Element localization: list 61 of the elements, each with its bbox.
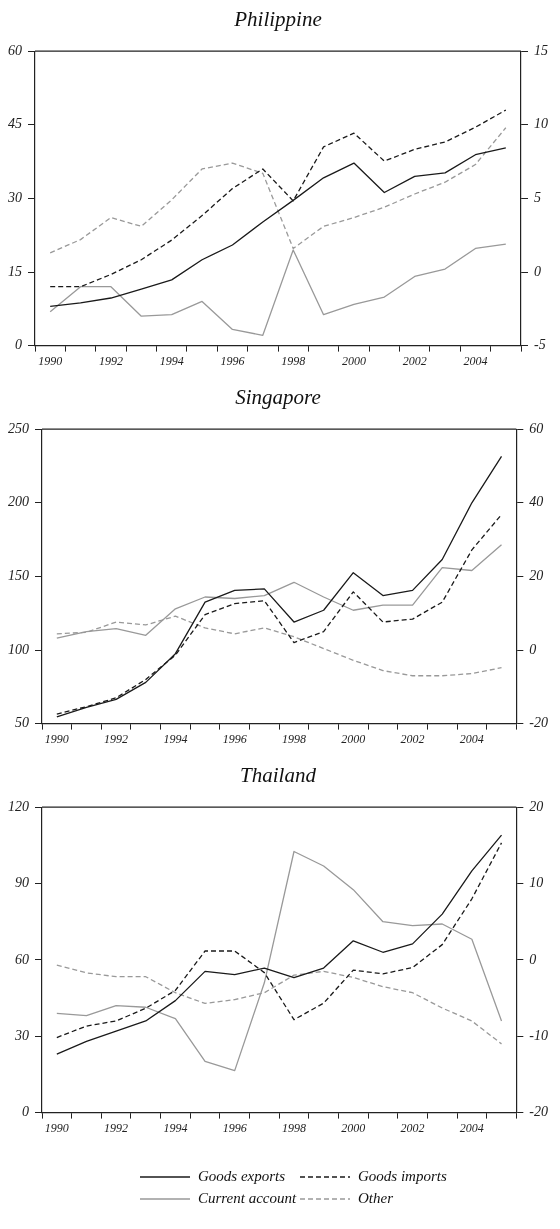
legend-label: Goods exports (198, 1167, 286, 1184)
y-tick-label: 0 (15, 337, 22, 353)
x-tick-label: 2000 (341, 1120, 366, 1135)
y-tick-label: 15 (8, 263, 22, 279)
y2-tick-label: 0 (529, 951, 537, 967)
y-tick-label: 200 (8, 494, 29, 510)
y2-tick-label: 5 (534, 190, 541, 206)
x-tick-label: 1992 (104, 1120, 129, 1135)
chart-title: Thailand (240, 763, 317, 788)
y2-tick-label: -20 (529, 1104, 549, 1120)
y2-tick-label: -5 (534, 337, 546, 353)
x-tick-label: 1990 (44, 1120, 69, 1135)
y-tick-label: 120 (8, 798, 29, 814)
chart-title: Singapore (235, 385, 321, 410)
y-tick-label: 30 (14, 1027, 29, 1043)
chart-title: Philippine (233, 7, 322, 32)
y-tick-label: 0 (22, 1104, 29, 1120)
x-tick-label: 2002 (400, 1120, 425, 1135)
legend-label: Current account (198, 1189, 298, 1206)
y2-tick-label: 0 (529, 641, 537, 657)
legend-label: Goods imports (358, 1167, 447, 1184)
legend-label: Other (358, 1189, 394, 1206)
y2-tick-label: 10 (529, 875, 544, 891)
y-tick-label: 250 (8, 420, 29, 436)
y2-tick-label: 0 (534, 263, 541, 279)
y-tick-label: 60 (15, 951, 29, 967)
x-tick-label: 2004 (459, 731, 484, 746)
y-tick-label: 150 (8, 568, 29, 584)
x-tick-label: 1998 (281, 353, 306, 368)
y-tick-label: 90 (15, 875, 29, 891)
x-tick-label: 1994 (163, 731, 188, 746)
y-tick-label: 45 (8, 116, 22, 132)
x-tick-label: 1994 (163, 1120, 188, 1135)
y2-tick-label: -10 (529, 1027, 549, 1043)
x-tick-label: 2000 (341, 353, 366, 368)
x-tick-label: 2002 (400, 731, 425, 746)
y2-tick-label: 60 (529, 420, 544, 436)
x-tick-label: 2000 (341, 731, 366, 746)
y-tick-label: 60 (8, 42, 22, 58)
x-tick-label: 1998 (281, 1120, 306, 1135)
y2-tick-label: 20 (529, 798, 544, 814)
y-tick-label: 100 (8, 641, 29, 657)
x-tick-label: 1996 (220, 353, 245, 368)
x-tick-label: 2002 (402, 353, 427, 368)
y2-tick-label: -20 (529, 715, 549, 731)
x-tick-label: 1998 (281, 731, 306, 746)
y2-tick-label: 40 (529, 494, 544, 510)
x-tick-label: 1994 (159, 353, 184, 368)
y-tick-label: 50 (15, 715, 29, 731)
x-tick-label: 1992 (98, 353, 123, 368)
y2-tick-label: 10 (534, 116, 548, 132)
x-tick-label: 2004 (463, 353, 488, 368)
x-tick-label: 2004 (459, 1120, 484, 1135)
x-tick-label: 1996 (222, 731, 247, 746)
y-tick-label: 30 (7, 190, 22, 206)
y2-tick-label: 15 (534, 42, 548, 58)
y2-tick-label: 20 (529, 568, 544, 584)
x-tick-label: 1990 (38, 353, 63, 368)
x-tick-label: 1992 (104, 731, 129, 746)
x-tick-label: 1990 (44, 731, 69, 746)
x-tick-label: 1996 (222, 1120, 247, 1135)
